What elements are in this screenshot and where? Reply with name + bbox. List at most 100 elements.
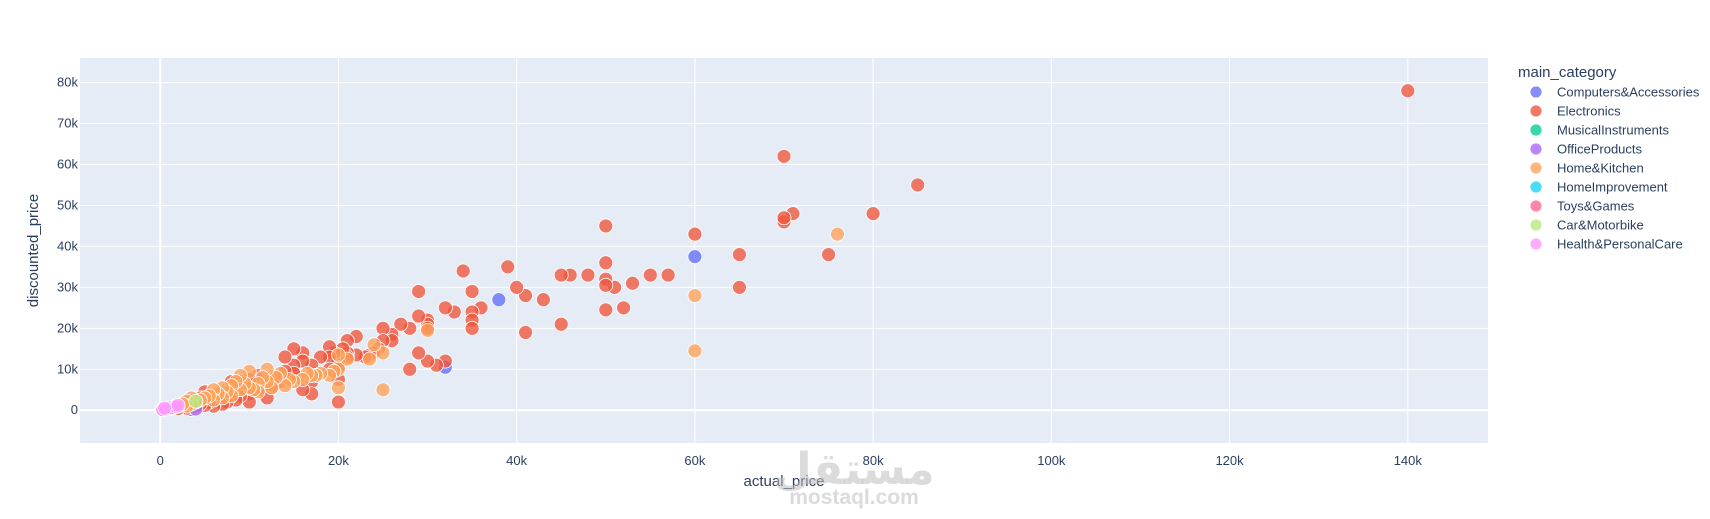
data-point[interactable] bbox=[535, 292, 551, 308]
data-point[interactable] bbox=[553, 316, 569, 332]
data-point[interactable] bbox=[687, 249, 703, 265]
y-tick-label: 60k bbox=[57, 156, 78, 171]
data-point[interactable] bbox=[776, 148, 792, 164]
y-tick-label: 20k bbox=[57, 320, 78, 335]
y-tick-label: 50k bbox=[57, 197, 78, 212]
data-point[interactable] bbox=[362, 351, 378, 367]
y-tick-label: 80k bbox=[57, 75, 78, 90]
legend-marker bbox=[1529, 142, 1543, 156]
legend-marker bbox=[1529, 123, 1543, 137]
x-tick-label: 40k bbox=[506, 453, 527, 468]
data-point[interactable] bbox=[830, 226, 845, 242]
data-point[interactable] bbox=[553, 267, 569, 283]
data-point[interactable] bbox=[170, 397, 186, 413]
legend-marker bbox=[1529, 199, 1543, 213]
series-car-motorbike bbox=[188, 393, 204, 409]
grid-lines bbox=[80, 58, 1488, 443]
data-point[interactable] bbox=[1400, 83, 1416, 99]
watermark-logo: مستقل bbox=[774, 444, 935, 495]
data-point[interactable] bbox=[660, 267, 676, 283]
legend-marker bbox=[1529, 218, 1543, 232]
data-point[interactable] bbox=[277, 349, 293, 365]
y-axis-ticks: 0 10k 20k 30k 40k 50k 60k 70k 80k bbox=[57, 75, 78, 418]
data-point[interactable] bbox=[188, 393, 204, 409]
data-point[interactable] bbox=[598, 277, 614, 293]
watermark: مستقل mostaql.com bbox=[774, 444, 935, 509]
y-tick-label: 70k bbox=[57, 116, 78, 131]
data-point[interactable] bbox=[331, 394, 346, 410]
data-point[interactable] bbox=[518, 325, 533, 340]
data-point[interactable] bbox=[393, 316, 409, 332]
x-tick-label: 60k bbox=[684, 453, 705, 468]
y-tick-label: 30k bbox=[57, 279, 78, 294]
legend-item[interactable]: Toys&Games bbox=[1529, 199, 1635, 214]
y-tick-label: 40k bbox=[57, 238, 78, 253]
data-point[interactable] bbox=[598, 255, 614, 271]
data-point[interactable] bbox=[455, 263, 471, 279]
legend-label: Computers&Accessories bbox=[1557, 85, 1700, 100]
x-tick-label: 120k bbox=[1215, 453, 1244, 468]
data-point[interactable] bbox=[642, 267, 658, 283]
data-point[interactable] bbox=[464, 320, 480, 336]
x-tick-label: 80k bbox=[863, 453, 884, 468]
data-point[interactable] bbox=[157, 400, 173, 416]
data-point[interactable] bbox=[616, 300, 631, 316]
x-tick-label: 0 bbox=[157, 453, 164, 468]
series-health-personalcare bbox=[155, 397, 186, 418]
data-point[interactable] bbox=[491, 292, 507, 308]
data-point[interactable] bbox=[437, 300, 453, 316]
data-point[interactable] bbox=[910, 177, 926, 193]
data-point[interactable] bbox=[411, 284, 427, 299]
data-point[interactable] bbox=[732, 279, 747, 295]
data-point[interactable] bbox=[821, 247, 836, 262]
data-point[interactable] bbox=[865, 206, 881, 222]
legend-label: Toys&Games bbox=[1557, 199, 1635, 214]
y-axis-title: discounted_price bbox=[25, 194, 42, 307]
data-point[interactable] bbox=[625, 275, 640, 291]
data-point[interactable] bbox=[687, 226, 703, 242]
legend-item[interactable]: Home&Kitchen bbox=[1529, 161, 1644, 176]
data-point[interactable] bbox=[687, 288, 703, 303]
legend-item[interactable]: Health&PersonalCare bbox=[1529, 237, 1683, 252]
legend-item[interactable]: MusicalInstruments bbox=[1529, 123, 1669, 138]
legend-label: Electronics bbox=[1557, 104, 1621, 119]
data-point[interactable] bbox=[375, 382, 391, 398]
legend-item[interactable]: HomeImprovement bbox=[1529, 180, 1668, 195]
x-tick-label: 140k bbox=[1394, 453, 1423, 468]
data-point[interactable] bbox=[331, 347, 346, 363]
data-point[interactable] bbox=[411, 345, 427, 361]
legend-marker bbox=[1529, 161, 1543, 175]
legend-label: Car&Motorbike bbox=[1557, 218, 1644, 233]
data-point[interactable] bbox=[420, 322, 435, 338]
data-point[interactable] bbox=[411, 308, 427, 324]
data-point[interactable] bbox=[500, 259, 516, 275]
legend-item[interactable]: OfficeProducts bbox=[1529, 142, 1643, 157]
data-point[interactable] bbox=[732, 247, 747, 262]
legend-marker bbox=[1529, 180, 1543, 194]
data-point[interactable] bbox=[402, 361, 418, 377]
x-tick-label: 100k bbox=[1037, 453, 1066, 468]
data-point[interactable] bbox=[598, 302, 614, 318]
data-point[interactable] bbox=[464, 284, 480, 299]
x-tick-label: 20k bbox=[328, 453, 349, 468]
data-point[interactable] bbox=[331, 380, 346, 396]
legend: main_category Computers&Accessories Elect… bbox=[1518, 64, 1700, 252]
legend-item[interactable]: Computers&Accessories bbox=[1529, 85, 1700, 100]
legend-item[interactable]: Electronics bbox=[1529, 104, 1621, 119]
legend-marker bbox=[1529, 237, 1543, 251]
data-point[interactable] bbox=[509, 279, 525, 295]
legend-label: Health&PersonalCare bbox=[1557, 237, 1683, 252]
data-point[interactable] bbox=[580, 267, 596, 283]
data-point[interactable] bbox=[687, 343, 703, 359]
legend-label: MusicalInstruments bbox=[1557, 123, 1669, 138]
data-point[interactable] bbox=[776, 210, 792, 226]
data-point[interactable] bbox=[598, 218, 614, 234]
legend-item[interactable]: Car&Motorbike bbox=[1529, 218, 1644, 233]
legend-label: HomeImprovement bbox=[1557, 180, 1668, 195]
data-points bbox=[154, 83, 1416, 418]
data-point[interactable] bbox=[366, 337, 382, 353]
legend-label: Home&Kitchen bbox=[1557, 161, 1644, 176]
x-axis-ticks: 0 20k 40k 60k 80k 100k 120k 140k bbox=[157, 453, 1423, 468]
x-axis-title: actual_price bbox=[744, 473, 825, 490]
